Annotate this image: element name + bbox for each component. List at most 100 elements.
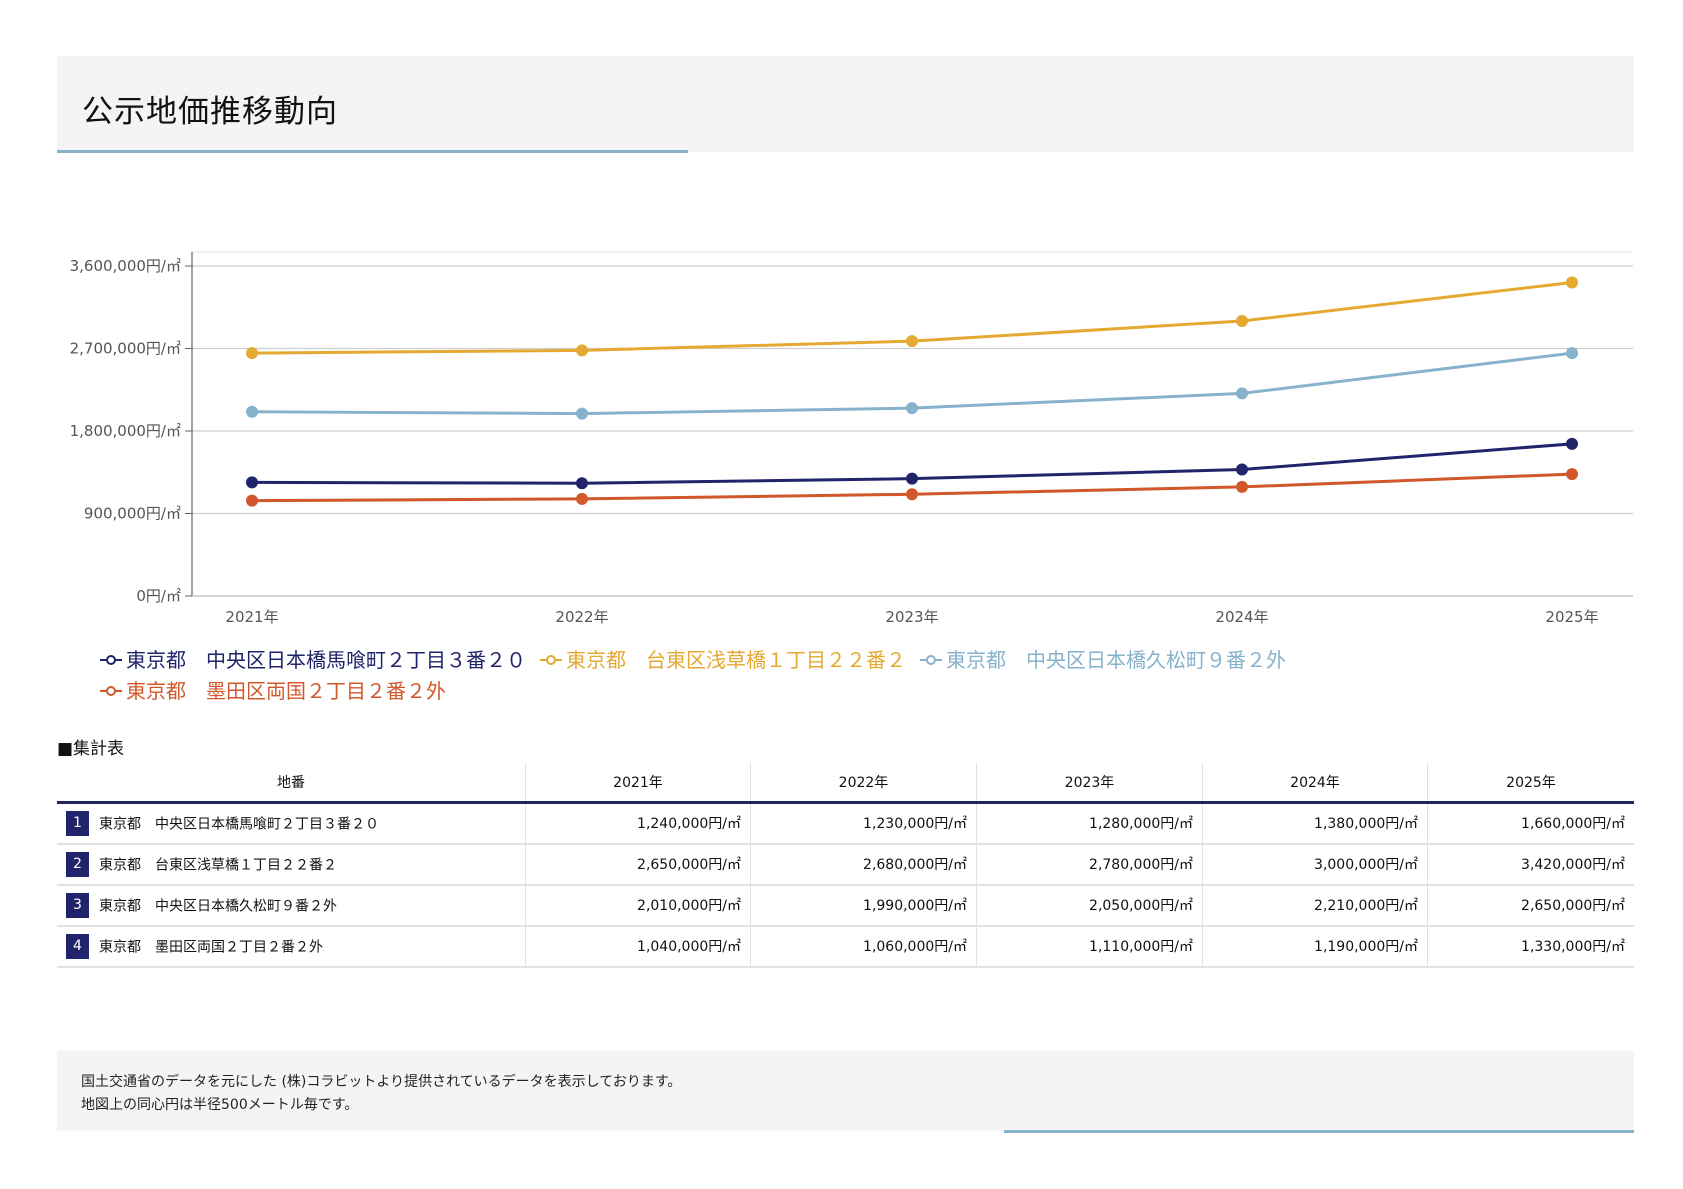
data-point: [906, 335, 918, 348]
data-point: [1566, 347, 1578, 360]
cell-price: 2,650,000円/㎡: [525, 843, 751, 886]
price-trend-chart: 0円/㎡ 900,000円/㎡ 1,800,000円/㎡ 2,700,000円/㎡ 3,…: [70, 251, 1633, 626]
data-point: [906, 402, 918, 415]
header-accent-rule: [57, 150, 688, 153]
series-lines: [246, 276, 1578, 507]
header-2025: 2025年: [1427, 763, 1634, 804]
summary-table: 地番 2021年 2022年 2023年 2024年 2025年 1 東京都 中央…: [57, 763, 1634, 968]
cell-lot: 2 東京都 台東区浅草橋１丁目２２番２: [57, 843, 526, 886]
cell-price: 1,380,000円/㎡: [1202, 802, 1428, 845]
cell-price: 2,780,000円/㎡: [976, 843, 1203, 886]
legend-marker-icon: [100, 685, 122, 697]
data-point: [1236, 315, 1248, 327]
data-point: [1236, 387, 1248, 400]
legend-item: 東京都 中央区日本橋久松町９番２外: [920, 645, 1286, 675]
footer-line-2: 地図上の同心円は半径500メートル毎です。: [81, 1097, 359, 1113]
y-tick-label: 2,700,000円/㎡: [70, 340, 181, 358]
header-lot: 地番: [57, 763, 526, 804]
footer-line-1: 国土交通省のデータを元にした (株)コラビットより提供されているデータを表示して…: [81, 1074, 682, 1090]
cell-price: 2,650,000円/㎡: [1427, 884, 1634, 927]
footer-accent-rule: [1004, 1130, 1634, 1133]
cell-price: 2,680,000円/㎡: [750, 843, 977, 886]
y-tick-label: 900,000円/㎡: [84, 505, 181, 523]
data-point: [906, 472, 918, 485]
cell-price: 1,660,000円/㎡: [1427, 802, 1634, 845]
row-number-badge: 3: [66, 892, 89, 918]
cell-price: 1,190,000円/㎡: [1202, 925, 1428, 968]
table-row: 1 東京都 中央区日本橋馬喰町２丁目３番２０ 1,240,000円/㎡ 1,230,0…: [57, 802, 1634, 845]
cell-price: 1,990,000円/㎡: [750, 884, 977, 927]
page-title: 公示地価推移動向: [82, 94, 338, 130]
data-point: [1566, 437, 1578, 450]
data-point: [246, 405, 258, 418]
legend-label: 東京都 墨田区両国２丁目２番２外: [126, 679, 446, 703]
lot-name: 東京都 墨田区両国２丁目２番２外: [99, 939, 323, 955]
cell-price: 3,000,000円/㎡: [1202, 843, 1428, 886]
x-tick-label: 2025年: [1545, 608, 1598, 626]
cell-lot: 4 東京都 墨田区両国２丁目２番２外: [57, 925, 526, 968]
cell-price: 1,330,000円/㎡: [1427, 925, 1634, 968]
table-row: 2 東京都 台東区浅草橋１丁目２２番２ 2,650,000円/㎡ 2,680,000円…: [57, 843, 1634, 886]
header-2021: 2021年: [525, 763, 751, 804]
cell-lot: 3 東京都 中央区日本橋久松町９番２外: [57, 884, 526, 927]
y-tick-label: 3,600,000円/㎡: [70, 257, 181, 275]
data-point: [246, 347, 258, 360]
cell-price: 2,210,000円/㎡: [1202, 884, 1428, 927]
table-row: 4 東京都 墨田区両国２丁目２番２外 1,040,000円/㎡ 1,060,000円/…: [57, 925, 1634, 968]
x-tick-label: 2023年: [885, 608, 938, 626]
grid-lines: [192, 251, 1633, 515]
table-row: 3 東京都 中央区日本橋久松町９番２外 2,010,000円/㎡ 1,990,000円…: [57, 884, 1634, 927]
header-2022: 2022年: [750, 763, 977, 804]
cell-price: 1,110,000円/㎡: [976, 925, 1203, 968]
data-point: [1566, 468, 1578, 481]
data-point: [576, 344, 588, 357]
data-point: [246, 494, 258, 507]
legend-label: 東京都 中央区日本橋久松町９番２外: [946, 648, 1286, 672]
cell-price: 2,050,000円/㎡: [976, 884, 1203, 927]
y-tick-label: 0円/㎡: [136, 587, 181, 605]
row-number-badge: 4: [66, 933, 89, 959]
x-tick-label: 2024年: [1215, 608, 1268, 626]
legend-marker-icon: [540, 654, 562, 666]
cell-price: 1,230,000円/㎡: [750, 802, 977, 845]
legend-label: 東京都 中央区日本橋馬喰町２丁目３番２０: [126, 648, 526, 672]
table-title: ■集計表: [57, 739, 125, 759]
cell-price: 1,060,000円/㎡: [750, 925, 977, 968]
data-point: [1236, 463, 1248, 476]
x-tick-label: 2021年: [225, 608, 278, 626]
cell-price: 3,420,000円/㎡: [1427, 843, 1634, 886]
table-header-row: 地番 2021年 2022年 2023年 2024年 2025年: [57, 763, 1634, 804]
row-number-badge: 1: [66, 810, 89, 836]
row-number-badge: 2: [66, 851, 89, 877]
lot-name: 東京都 中央区日本橋馬喰町２丁目３番２０: [99, 816, 379, 833]
data-point: [1566, 276, 1578, 289]
cell-price: 2,010,000円/㎡: [525, 884, 751, 927]
legend-marker-icon: [100, 654, 122, 666]
lot-name: 東京都 中央区日本橋久松町９番２外: [99, 898, 337, 914]
axes: 0円/㎡ 900,000円/㎡ 1,800,000円/㎡ 2,700,000円/㎡ 3,…: [70, 252, 1633, 626]
data-point: [576, 492, 588, 505]
footer-note: 国土交通省のデータを元にした (株)コラビットより提供されているデータを表示して…: [57, 1051, 1634, 1133]
data-point: [576, 407, 588, 420]
legend-label: 東京都 台東区浅草橋１丁目２２番２: [566, 648, 906, 672]
lot-name: 東京都 台東区浅草橋１丁目２２番２: [99, 857, 337, 873]
legend-item: 東京都 中央区日本橋馬喰町２丁目３番２０: [100, 645, 526, 675]
data-point: [1236, 480, 1248, 493]
table-body: 1 東京都 中央区日本橋馬喰町２丁目３番２０ 1,240,000円/㎡ 1,230,0…: [57, 802, 1634, 968]
chart-legend: 東京都 中央区日本橋馬喰町２丁目３番２０ 東京都 台東区浅草橋１丁目２２番２ 東京都…: [100, 644, 1540, 706]
cell-price: 1,280,000円/㎡: [976, 802, 1203, 845]
summary-table-wrap: 地番 2021年 2022年 2023年 2024年 2025年 1 東京都 中央…: [57, 763, 1634, 968]
data-point: [246, 476, 258, 489]
legend-marker-icon: [920, 654, 942, 666]
legend-item: 東京都 台東区浅草橋１丁目２２番２: [540, 645, 906, 675]
page-header: 公示地価推移動向: [57, 56, 1634, 153]
cell-price: 1,240,000円/㎡: [525, 802, 751, 845]
legend-item: 東京都 墨田区両国２丁目２番２外: [100, 676, 446, 706]
header-2024: 2024年: [1202, 763, 1428, 804]
data-point: [576, 477, 588, 490]
y-tick-label: 1,800,000円/㎡: [70, 422, 181, 440]
cell-price: 1,040,000円/㎡: [525, 925, 751, 968]
x-tick-label: 2022年: [555, 608, 608, 626]
data-point: [906, 488, 918, 501]
cell-lot: 1 東京都 中央区日本橋馬喰町２丁目３番２０: [57, 802, 526, 845]
